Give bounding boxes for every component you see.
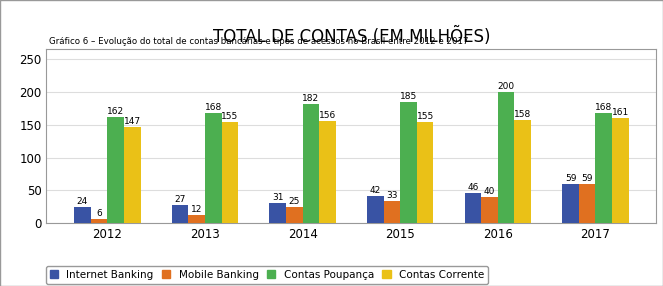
- Text: 12: 12: [191, 205, 202, 214]
- Bar: [286, 207, 302, 223]
- Text: 25: 25: [288, 197, 300, 206]
- Text: 33: 33: [386, 191, 398, 200]
- Text: 155: 155: [221, 112, 239, 120]
- Bar: [579, 184, 595, 223]
- Bar: [595, 113, 612, 223]
- Text: 158: 158: [514, 110, 531, 119]
- Text: 147: 147: [124, 117, 141, 126]
- Legend: Internet Banking, Mobile Banking, Contas Poupança, Contas Corrente: Internet Banking, Mobile Banking, Contas…: [46, 265, 488, 284]
- Bar: [74, 207, 91, 223]
- Bar: [91, 219, 107, 223]
- Text: 27: 27: [174, 195, 186, 204]
- Text: 162: 162: [107, 107, 124, 116]
- Bar: [172, 205, 188, 223]
- Bar: [367, 196, 384, 223]
- Bar: [188, 215, 205, 223]
- Text: 156: 156: [319, 111, 336, 120]
- Bar: [269, 203, 286, 223]
- Text: 40: 40: [484, 187, 495, 196]
- Bar: [400, 102, 417, 223]
- Text: 24: 24: [77, 197, 88, 206]
- Text: 185: 185: [400, 92, 417, 101]
- Text: 6: 6: [96, 209, 102, 218]
- Bar: [498, 92, 514, 223]
- Text: 161: 161: [612, 108, 629, 117]
- Bar: [481, 197, 498, 223]
- Text: 46: 46: [467, 183, 479, 192]
- Bar: [221, 122, 238, 223]
- Text: 59: 59: [581, 174, 593, 183]
- Bar: [562, 184, 579, 223]
- Bar: [612, 118, 629, 223]
- Text: Gráfico 6 – Evolução do total de contas bancárias e tipos de acessos no Brasil e: Gráfico 6 – Evolução do total de contas …: [50, 37, 469, 46]
- Text: 59: 59: [565, 174, 576, 183]
- Text: 168: 168: [595, 103, 613, 112]
- Bar: [107, 117, 124, 223]
- Text: 200: 200: [497, 82, 514, 91]
- Text: 42: 42: [370, 186, 381, 194]
- Title: TOTAL DE CONTAS (EM MILHÕES): TOTAL DE CONTAS (EM MILHÕES): [213, 27, 490, 47]
- Bar: [417, 122, 434, 223]
- Bar: [465, 193, 481, 223]
- Text: 168: 168: [205, 103, 222, 112]
- Text: 31: 31: [272, 193, 284, 202]
- Bar: [205, 113, 221, 223]
- Bar: [124, 127, 141, 223]
- Bar: [384, 201, 400, 223]
- Bar: [302, 104, 319, 223]
- Bar: [514, 120, 531, 223]
- Text: 155: 155: [416, 112, 434, 120]
- Text: 182: 182: [302, 94, 320, 103]
- Bar: [319, 121, 335, 223]
